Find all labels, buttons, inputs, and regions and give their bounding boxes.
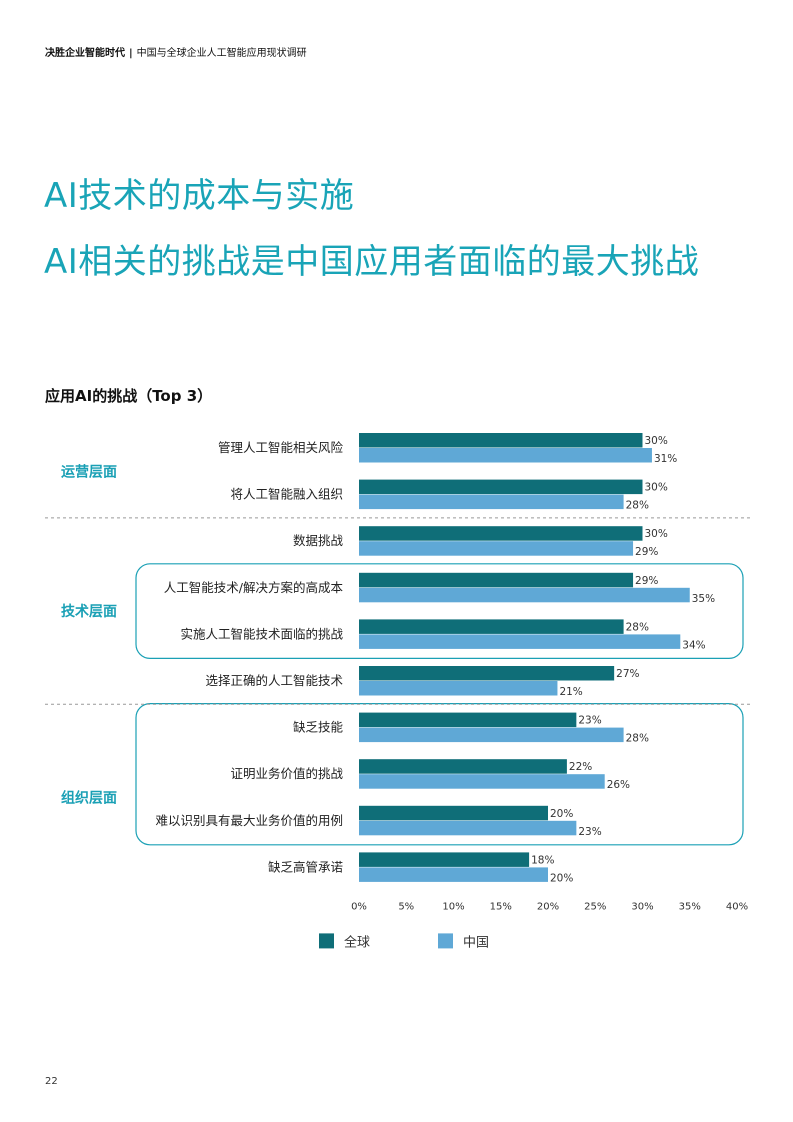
section-subheading: AI相关的挑战是中国应用者面临的最大挑战 bbox=[44, 242, 700, 282]
page-number: 22 bbox=[45, 1076, 58, 1087]
bar-value-label: 18% bbox=[531, 854, 554, 866]
bar-china bbox=[359, 494, 624, 510]
bar-china bbox=[359, 448, 652, 463]
legend-label: 全球 bbox=[344, 934, 370, 950]
legend-label: 中国 bbox=[463, 935, 489, 950]
x-tick-label: 25% bbox=[584, 901, 606, 912]
bar-value-label: 35% bbox=[692, 593, 715, 605]
x-tick-label: 15% bbox=[490, 901, 512, 912]
category-label: 缺乏技能 bbox=[293, 720, 344, 735]
bar-value-label: 30% bbox=[645, 482, 668, 494]
group-label: 技术层面 bbox=[61, 603, 117, 620]
bar-value-label: 30% bbox=[645, 435, 668, 447]
x-tick-label: 40% bbox=[726, 901, 748, 912]
section-heading: AI技术的成本与实施 bbox=[44, 176, 355, 216]
header-separator: | bbox=[129, 48, 133, 59]
bar-value-label: 29% bbox=[635, 575, 658, 587]
bar-china bbox=[359, 774, 605, 789]
bar-value-label: 28% bbox=[626, 500, 649, 512]
bar-global bbox=[359, 712, 577, 728]
category-label: 数据挑战 bbox=[293, 533, 344, 548]
highlight-box-1 bbox=[135, 563, 744, 659]
bar-global bbox=[359, 526, 643, 541]
bar-value-label: 26% bbox=[607, 779, 630, 791]
group-label: 运营层面 bbox=[61, 463, 117, 480]
bar-global bbox=[359, 572, 634, 588]
bar-global bbox=[359, 666, 615, 681]
bar-value-label: 34% bbox=[682, 639, 705, 651]
report-series-title: 决胜企业智能时代 bbox=[45, 48, 125, 59]
chart-title: 应用AI的挑战（Top 3） bbox=[45, 387, 213, 405]
bar-value-label: 28% bbox=[626, 621, 649, 633]
bar-value-label: 21% bbox=[559, 686, 582, 698]
category-label: 难以识别具有最大业务价值的用例 bbox=[155, 813, 343, 828]
category-label: 将人工智能融入组织 bbox=[230, 487, 343, 502]
x-tick-label: 30% bbox=[631, 901, 653, 912]
bar-china bbox=[359, 587, 690, 603]
category-label: 实施人工智能技术面临的挑战 bbox=[180, 626, 343, 641]
category-label: 管理人工智能相关风险 bbox=[218, 440, 344, 455]
x-tick-label: 35% bbox=[679, 901, 701, 912]
bar-global bbox=[359, 433, 643, 448]
bar-value-label: 22% bbox=[569, 761, 592, 773]
legend-swatch-china bbox=[438, 933, 453, 949]
legend-swatch-global bbox=[319, 933, 334, 949]
bar-china bbox=[359, 541, 634, 556]
bar-global bbox=[359, 805, 548, 821]
bar-global bbox=[359, 619, 624, 634]
bar-value-label: 29% bbox=[635, 546, 658, 558]
bar-value-label: 31% bbox=[654, 453, 677, 465]
bar-china bbox=[359, 867, 548, 882]
bar-global bbox=[359, 759, 567, 774]
group-label: 组织层面 bbox=[61, 790, 117, 807]
bar-china bbox=[359, 681, 558, 696]
bar-value-label: 23% bbox=[578, 715, 601, 727]
running-header: 决胜企业智能时代 | 中国与全球企业人工智能应用现状调研 bbox=[45, 44, 307, 59]
bar-value-label: 20% bbox=[550, 808, 573, 820]
bar-china bbox=[359, 634, 681, 649]
report-subtitle: 中国与全球企业人工智能应用现状调研 bbox=[136, 48, 307, 59]
bar-value-label: 30% bbox=[645, 528, 668, 540]
x-tick-label: 20% bbox=[537, 901, 559, 912]
bar-global bbox=[359, 852, 530, 867]
bar-china bbox=[359, 727, 624, 743]
bar-value-label: 23% bbox=[578, 826, 601, 838]
category-label: 人工智能技术/解决方案的高成本 bbox=[164, 580, 344, 595]
bar-china bbox=[359, 820, 577, 836]
bar-value-label: 20% bbox=[550, 872, 573, 884]
bar-value-label: 28% bbox=[626, 733, 649, 745]
highlight-box-2 bbox=[135, 702, 744, 846]
category-label: 选择正确的人工智能技术 bbox=[205, 673, 343, 688]
x-tick-label: 10% bbox=[442, 901, 464, 912]
category-label: 证明业务价值的挑战 bbox=[230, 766, 343, 781]
category-label: 缺乏高管承诺 bbox=[268, 859, 343, 874]
x-tick-label: 5% bbox=[398, 901, 414, 912]
bar-global bbox=[359, 479, 643, 495]
bar-value-label: 27% bbox=[616, 668, 639, 680]
x-tick-label: 0% bbox=[351, 901, 367, 912]
